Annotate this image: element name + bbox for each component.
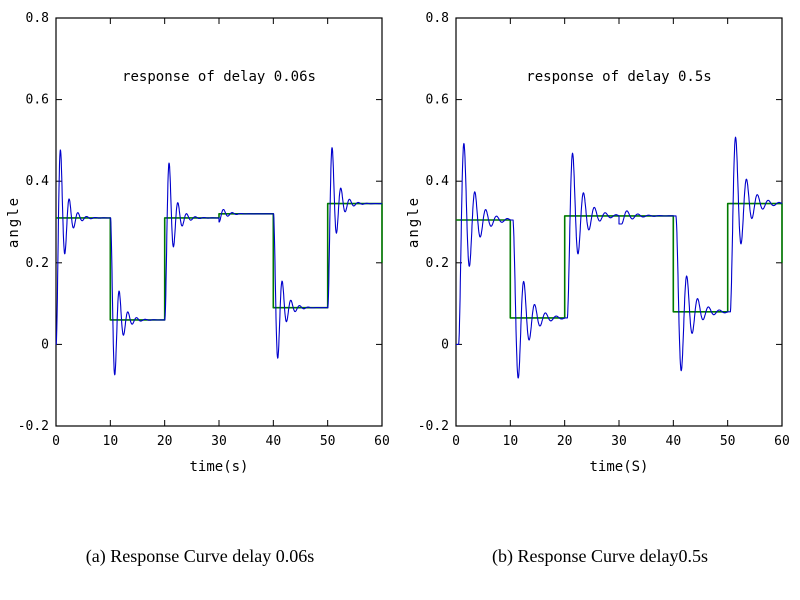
- y-tick-label: 0.8: [26, 11, 49, 26]
- y-tick-label: -0.2: [418, 419, 449, 434]
- figure-response-delay-006s: 0 10 20 30 40 50 60 -0.2 0 0.2 0.4 0.6 0.8 time(s) ang…: [0, 6, 400, 567]
- x-axis-label: time(S): [589, 459, 648, 475]
- series-line-response: [55, 147, 383, 376]
- y-tick-label: 0.2: [26, 256, 49, 271]
- y-tick-label: 0.4: [26, 174, 50, 189]
- y-tick-label: 0.2: [426, 256, 449, 271]
- x-tick-label: 20: [157, 434, 173, 449]
- y-axis-label: angle: [406, 196, 422, 248]
- y-tick-label: 0.6: [26, 93, 49, 108]
- y-tick-label: 0.6: [426, 93, 449, 108]
- y-tick-label: 0.8: [426, 11, 449, 26]
- y-tick-label: 0.4: [426, 174, 450, 189]
- chart-b-canvas: 0 10 20 30 40 50 60-0.200.20.40.60.8time(S)ang…: [406, 11, 790, 475]
- x-tick-label: 60: [374, 434, 390, 449]
- y-tick-label: 0: [41, 337, 49, 352]
- x-tick-label: 40: [266, 434, 282, 449]
- series-line-reference-step: [56, 202, 383, 321]
- x-tick-label: 40: [666, 434, 682, 449]
- x-tick-label: 20: [557, 434, 573, 449]
- x-tick-label: 10: [503, 434, 519, 449]
- x-axis-label: time(s): [189, 459, 248, 475]
- y-axis-label: angle: [6, 196, 22, 248]
- x-tick-label: 50: [320, 434, 336, 449]
- x-tick-label: 0: [452, 434, 460, 449]
- series-line-response: [455, 136, 783, 379]
- x-tick-label: 50: [720, 434, 736, 449]
- chart-b-caption: (b) Response Curve delay0.5s: [492, 546, 708, 566]
- y-tick-label: -0.2: [18, 419, 49, 434]
- figure-response-delay-05s: 0 10 20 30 40 50 60 -0.2 0 0.2 0.4 0.6 0.8 time(S) ang…: [400, 6, 800, 567]
- chart-a-canvas: 0 10 20 30 40 50 60-0.200.20.40.60.8time(s)ang…: [6, 11, 390, 475]
- x-tick-label: 30: [211, 434, 227, 449]
- x-tick-label: 30: [611, 434, 627, 449]
- y-tick-label: 0: [441, 337, 449, 352]
- plot-title: response of delay 0.06s: [122, 69, 316, 85]
- x-tick-label: 60: [774, 434, 790, 449]
- plot-title: response of delay 0.5s: [526, 69, 711, 85]
- chart-a-caption: (a) Response Curve delay 0.06s: [85, 546, 315, 566]
- x-tick-label: 10: [103, 434, 119, 449]
- x-tick-label: 0: [52, 434, 60, 449]
